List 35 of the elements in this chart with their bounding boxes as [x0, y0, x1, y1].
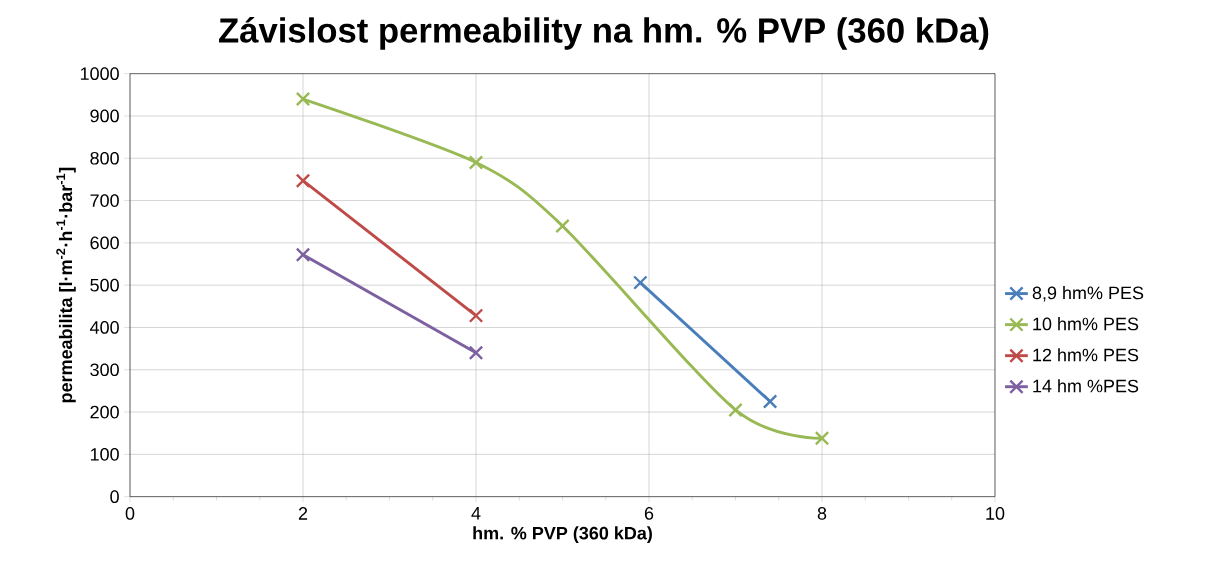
y-tick-label: 400	[89, 321, 119, 334]
y-tick-label: 600	[90, 236, 119, 250]
x-tick-label: 4	[471, 507, 481, 520]
point	[555, 218, 570, 234]
point	[468, 345, 484, 361]
y-tick-label: 0	[110, 490, 119, 504]
point	[762, 394, 778, 409]
y-tick-label: 900	[90, 109, 119, 123]
y-tick-label: 800	[90, 152, 119, 165]
y-tick-label: 500	[90, 278, 119, 292]
x-tick-label: 6	[644, 507, 654, 520]
point	[468, 155, 484, 170]
point	[633, 275, 648, 291]
y-tick-label: 300	[90, 363, 119, 377]
x-axis-title: hm. % PVP (360 kDa)	[473, 526, 652, 544]
point	[814, 431, 830, 446]
legend-label: 8,9 hm% PES	[1032, 286, 1144, 302]
point	[295, 247, 311, 263]
y-tick-label: 700	[90, 194, 119, 208]
point	[295, 91, 311, 107]
legend-label: 12 hm% PES	[1033, 348, 1139, 362]
x-tick-label: 2	[298, 507, 308, 520]
y-tick-label: 100	[90, 448, 119, 461]
point	[468, 308, 484, 324]
x-tick-label: 0	[125, 507, 135, 520]
y-tick-label: 1000	[80, 67, 119, 81]
point	[295, 173, 311, 189]
x-tick-label: 8	[817, 507, 827, 520]
x-tick-label: 10	[986, 507, 1005, 520]
legend-label: 10 hm% PES	[1033, 317, 1139, 331]
y-axis-title: permeabilita [l·m$^{-2}$·h$^{-1}$·bar$^{-1}$]	[56, 168, 76, 403]
point	[728, 402, 743, 418]
chart-title: Závislost permeability na hm. % PVP (360 kDa)	[219, 17, 989, 50]
y-tick-label: 200	[90, 405, 119, 419]
legend-label: 14 hm %PES	[1033, 379, 1139, 393]
